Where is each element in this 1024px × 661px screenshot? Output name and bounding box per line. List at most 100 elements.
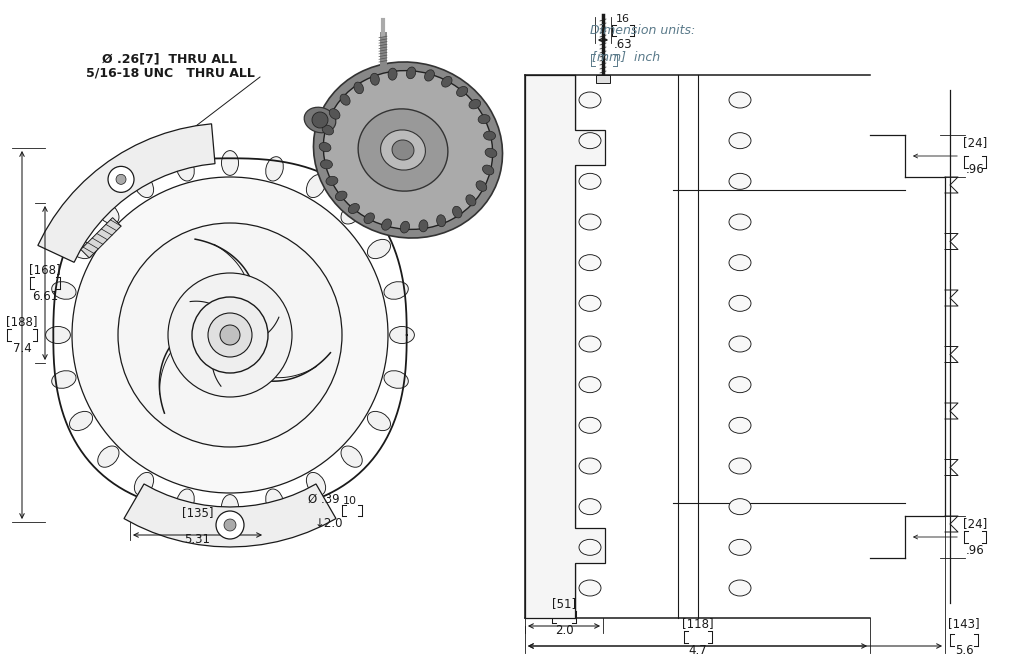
Ellipse shape xyxy=(729,173,751,189)
Ellipse shape xyxy=(392,140,414,160)
Ellipse shape xyxy=(476,181,486,191)
Text: [24]: [24] xyxy=(963,136,987,149)
Ellipse shape xyxy=(265,489,284,514)
Ellipse shape xyxy=(407,67,416,79)
Ellipse shape xyxy=(134,473,154,496)
Text: 4.7: 4.7 xyxy=(688,644,707,657)
Ellipse shape xyxy=(729,377,751,393)
Ellipse shape xyxy=(482,165,494,175)
Ellipse shape xyxy=(97,203,119,224)
Ellipse shape xyxy=(319,143,331,152)
Ellipse shape xyxy=(729,458,751,474)
Ellipse shape xyxy=(389,327,415,344)
Ellipse shape xyxy=(323,125,334,135)
Text: .96: .96 xyxy=(966,163,984,176)
Ellipse shape xyxy=(368,411,390,430)
Ellipse shape xyxy=(729,254,751,270)
Ellipse shape xyxy=(46,327,71,344)
Ellipse shape xyxy=(453,206,462,218)
Ellipse shape xyxy=(371,73,379,85)
Ellipse shape xyxy=(419,220,428,232)
Ellipse shape xyxy=(579,498,601,515)
Text: 6.61: 6.61 xyxy=(32,290,58,303)
Ellipse shape xyxy=(579,458,601,474)
Ellipse shape xyxy=(358,109,447,191)
Ellipse shape xyxy=(221,151,239,175)
Ellipse shape xyxy=(341,446,362,467)
Ellipse shape xyxy=(70,411,92,430)
Ellipse shape xyxy=(381,130,425,170)
Circle shape xyxy=(224,519,236,531)
Polygon shape xyxy=(38,124,215,262)
Ellipse shape xyxy=(177,157,195,181)
Ellipse shape xyxy=(384,282,409,299)
Ellipse shape xyxy=(579,417,601,434)
Text: Dimension units:: Dimension units: xyxy=(590,24,695,37)
Ellipse shape xyxy=(382,219,391,230)
Ellipse shape xyxy=(579,92,601,108)
Ellipse shape xyxy=(457,87,468,97)
Ellipse shape xyxy=(729,498,751,515)
Ellipse shape xyxy=(579,580,601,596)
Circle shape xyxy=(118,223,342,447)
Ellipse shape xyxy=(384,371,409,388)
Ellipse shape xyxy=(425,70,434,81)
Text: [168]: [168] xyxy=(30,263,60,276)
Circle shape xyxy=(216,511,244,539)
Ellipse shape xyxy=(483,131,496,140)
Circle shape xyxy=(108,167,134,192)
Text: 16: 16 xyxy=(616,14,630,24)
Text: ↓2.0: ↓2.0 xyxy=(315,517,343,530)
Ellipse shape xyxy=(364,213,375,223)
Polygon shape xyxy=(81,217,121,258)
Ellipse shape xyxy=(469,99,480,109)
FancyBboxPatch shape xyxy=(596,75,610,83)
Ellipse shape xyxy=(579,377,601,393)
Circle shape xyxy=(220,325,240,345)
Text: [51]: [51] xyxy=(552,597,577,610)
Circle shape xyxy=(116,175,126,184)
Ellipse shape xyxy=(134,175,154,198)
Ellipse shape xyxy=(579,295,601,311)
Ellipse shape xyxy=(51,371,76,388)
Text: Ø .26[7]  THRU ALL: Ø .26[7] THRU ALL xyxy=(102,52,238,65)
Ellipse shape xyxy=(729,580,751,596)
Text: 2.0: 2.0 xyxy=(555,624,573,637)
Ellipse shape xyxy=(306,473,326,496)
Text: 10: 10 xyxy=(343,496,357,506)
Ellipse shape xyxy=(324,71,493,229)
Text: 5.31: 5.31 xyxy=(184,533,211,546)
Ellipse shape xyxy=(400,221,410,233)
Text: [143]: [143] xyxy=(948,617,980,630)
Ellipse shape xyxy=(579,214,601,230)
Ellipse shape xyxy=(221,494,239,520)
Ellipse shape xyxy=(97,446,119,467)
Ellipse shape xyxy=(306,175,326,198)
Ellipse shape xyxy=(729,336,751,352)
Ellipse shape xyxy=(265,157,284,181)
Ellipse shape xyxy=(326,176,338,185)
Circle shape xyxy=(312,112,328,128)
Ellipse shape xyxy=(177,489,195,514)
Ellipse shape xyxy=(436,215,445,227)
Ellipse shape xyxy=(579,173,601,189)
Text: [24]: [24] xyxy=(963,517,987,530)
Ellipse shape xyxy=(729,92,751,108)
Text: [mm]  inch: [mm] inch xyxy=(592,50,660,63)
Polygon shape xyxy=(124,484,336,547)
Circle shape xyxy=(208,313,252,357)
Ellipse shape xyxy=(354,82,364,94)
Ellipse shape xyxy=(729,214,751,230)
Ellipse shape xyxy=(579,539,601,555)
Text: 7.4: 7.4 xyxy=(12,342,32,355)
Ellipse shape xyxy=(368,239,390,258)
Ellipse shape xyxy=(70,239,92,258)
Text: [118]: [118] xyxy=(682,617,714,630)
Text: [188]: [188] xyxy=(6,315,38,328)
Circle shape xyxy=(168,273,292,397)
Ellipse shape xyxy=(341,203,362,224)
Ellipse shape xyxy=(729,133,751,149)
Ellipse shape xyxy=(579,254,601,270)
Text: .96: .96 xyxy=(966,544,984,557)
Ellipse shape xyxy=(466,195,476,206)
